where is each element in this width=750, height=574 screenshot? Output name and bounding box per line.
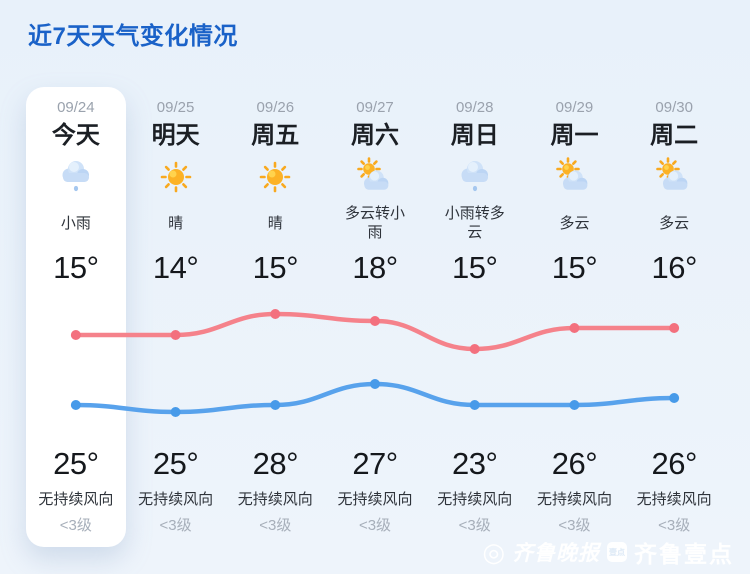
weather-description: 小雨	[60, 214, 91, 232]
wind-level: <3级	[59, 517, 92, 534]
chart-spacer	[624, 293, 724, 443]
forecast-column-09-26[interactable]: 09/26 周五 晴 15° 28° 无持续风向 <3级	[225, 87, 325, 547]
light-rain-icon	[56, 155, 96, 199]
forecast-column-09-30[interactable]: 09/30 周二 多云 16° 26° 无持续风向 <3级	[624, 87, 724, 547]
weather-description: 晴	[168, 214, 184, 232]
wind-direction: 无持续风向	[536, 491, 612, 508]
temp-bottom-value: 25°	[152, 446, 199, 481]
day-label: 周二	[650, 122, 699, 149]
chart-spacer	[425, 293, 525, 443]
temp-top-value: 15°	[551, 250, 598, 285]
day-label: 周六	[351, 122, 400, 149]
chart-spacer	[126, 293, 226, 443]
qilu-evening-news-logo-icon: ◎	[482, 537, 505, 567]
day-label: 今天	[51, 122, 100, 149]
date-label: 09/24	[57, 99, 95, 116]
watermark-paper-name: 齐鲁晚报	[512, 540, 600, 565]
chart-spacer	[525, 293, 625, 443]
wind-direction: 无持续风向	[337, 491, 413, 508]
day-label: 周日	[450, 122, 499, 149]
weather-description: 多云	[559, 214, 590, 232]
temp-top-value: 16°	[651, 250, 697, 285]
forecast-column-09-24[interactable]: 09/24 今天 小雨 15° 25° 无持续风向 <3级	[26, 87, 126, 547]
temp-top-value: 14°	[152, 250, 199, 285]
forecast-column-09-28[interactable]: 09/28 周日 小雨转多云 15° 23° 无持续风向 <3级	[425, 87, 525, 547]
yidian-app-icon: 壹点	[607, 542, 627, 562]
date-label: 09/27	[356, 99, 394, 116]
wind-level: <3级	[658, 517, 691, 534]
cloudy-icon	[554, 155, 594, 199]
wind-level: <3级	[358, 517, 392, 534]
wind-level: <3级	[159, 517, 192, 534]
temp-top-value: 18°	[352, 250, 398, 285]
day-label: 明天	[151, 122, 200, 149]
wind-direction: 无持续风向	[636, 491, 712, 508]
temp-bottom-value: 23°	[452, 446, 498, 481]
weather-description: 小雨转多云	[444, 205, 505, 241]
chart-spacer	[225, 293, 325, 443]
wind-level: <3级	[558, 517, 591, 534]
forecast-column-09-25[interactable]: 09/25 明天 晴 14° 25° 无持续风向 <3级	[126, 87, 226, 547]
chart-spacer	[26, 293, 126, 443]
wind-direction: 无持续风向	[437, 491, 513, 508]
date-label: 09/28	[455, 99, 494, 116]
temp-top-value: 15°	[452, 250, 498, 285]
temp-bottom-value: 26°	[551, 446, 598, 481]
temp-bottom-value: 28°	[252, 446, 299, 481]
rain-to-cloudy-icon	[455, 155, 495, 199]
page-title: 近7天天气变化情况	[28, 23, 238, 50]
wind-level: <3级	[259, 517, 292, 534]
wind-level: <3级	[458, 517, 491, 534]
temp-bottom-value: 26°	[651, 446, 697, 481]
cloudy-icon	[654, 155, 694, 199]
wind-direction: 无持续风向	[138, 491, 214, 508]
temp-bottom-value: 25°	[53, 446, 99, 481]
watermark: ◎ 齐鲁晚报 壹点 齐鲁壹点	[482, 535, 734, 569]
weather-description: 晴	[267, 214, 283, 232]
date-label: 09/25	[156, 99, 195, 116]
wind-direction: 无持续风向	[38, 491, 114, 508]
cloudy-to-rain-icon	[355, 155, 395, 199]
sunny-icon	[156, 155, 196, 199]
weather-description: 多云	[659, 214, 690, 232]
day-label: 周一	[550, 122, 599, 149]
watermark-app-name: 齐鲁壹点	[634, 541, 734, 567]
weather-description: 多云转小雨	[345, 205, 406, 241]
temp-top-value: 15°	[53, 250, 99, 285]
forecast-columns: 09/24 今天 小雨 15° 25° 无持续风向 <3级 09/25 明天 晴…	[26, 87, 724, 547]
forecast-board: 09/24 今天 小雨 15° 25° 无持续风向 <3级 09/25 明天 晴…	[26, 87, 724, 547]
date-label: 09/29	[555, 99, 594, 116]
sunny-icon	[255, 155, 295, 199]
wind-direction: 无持续风向	[237, 491, 313, 508]
temp-bottom-value: 27°	[352, 446, 398, 481]
temp-top-value: 15°	[252, 250, 299, 285]
chart-spacer	[325, 293, 425, 443]
day-label: 周五	[251, 122, 300, 149]
forecast-column-09-27[interactable]: 09/27 周六 多云转小雨 18° 27° 无持续风向 <3级	[325, 87, 425, 547]
date-label: 09/26	[256, 99, 295, 116]
date-label: 09/30	[655, 99, 693, 116]
forecast-column-09-29[interactable]: 09/29 周一 多云 15° 26° 无持续风向 <3级	[525, 87, 625, 547]
